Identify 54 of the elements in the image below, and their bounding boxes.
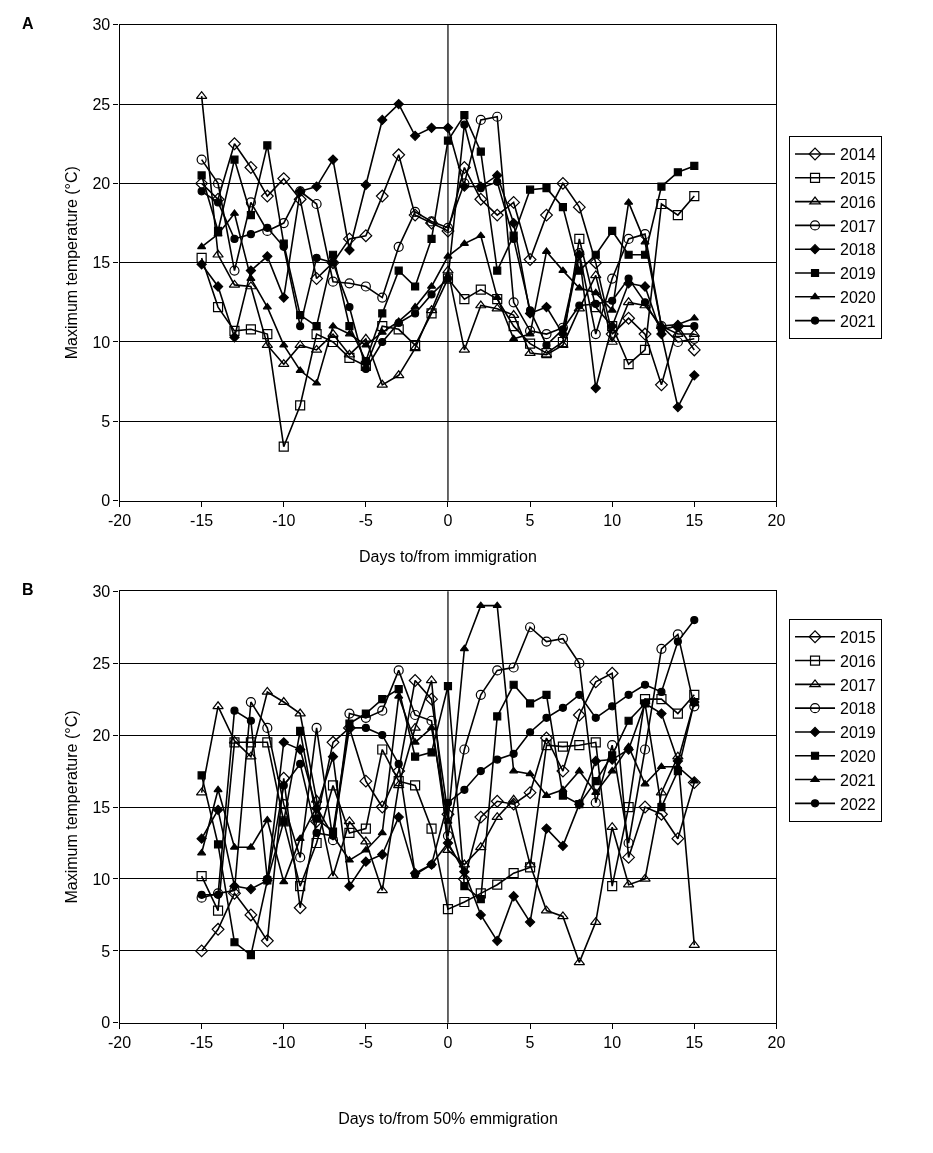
x-tick-label: -20: [107, 511, 132, 529]
x-tick-label: 10: [603, 511, 622, 529]
y-tick-label: 0: [101, 492, 111, 510]
y-tick-label: 20: [92, 726, 111, 744]
legend-label: 2019: [840, 724, 876, 742]
x-tick-label: 0: [443, 1034, 453, 1052]
legend-label: 2015: [840, 629, 876, 646]
x-tick-label: -5: [358, 511, 374, 529]
x-tick-label: 0: [443, 511, 453, 529]
x-tick-label: 5: [525, 511, 535, 529]
legend-label: 2022: [840, 795, 876, 813]
y-axis-title: Maximum temperature (°C): [63, 166, 81, 360]
legend-label: 2018: [840, 700, 876, 718]
y-tick-label: 30: [92, 16, 111, 34]
y-tick-label: 15: [92, 798, 111, 816]
x-tick-label: 15: [685, 1034, 704, 1052]
x-tick-label: -15: [190, 1034, 214, 1052]
legend-label: 2015: [840, 170, 876, 188]
x-tick-label: -5: [358, 1034, 374, 1052]
legend-label: 2021: [840, 771, 876, 789]
x-tick-label: 5: [525, 1034, 535, 1052]
y-tick-label: 0: [101, 1014, 111, 1032]
x-tick-label: 20: [767, 511, 786, 529]
legend-label: 2020: [840, 289, 876, 307]
y-tick-label: 5: [101, 412, 111, 430]
chart-title: A: [22, 15, 34, 32]
legend-label: 2016: [840, 652, 876, 670]
x-tick-label: -15: [190, 511, 214, 529]
y-tick-label: 5: [101, 942, 111, 960]
legend-label: 2016: [840, 193, 876, 211]
x-axis-title: Days to/from 50% emmigration: [338, 1109, 558, 1127]
x-axis-title: Days to/from immigration: [359, 547, 537, 565]
x-tick-label: -10: [272, 511, 296, 529]
y-tick-label: 25: [92, 95, 111, 113]
y-tick-label: 25: [92, 654, 111, 672]
x-tick-label: 15: [685, 511, 704, 529]
chart-title: B: [22, 581, 34, 598]
legend-label: 2017: [840, 676, 876, 694]
y-axis-title: Maximum temperature (°C): [63, 710, 81, 904]
x-tick-label: -20: [107, 1034, 132, 1052]
y-tick-label: 30: [92, 582, 111, 600]
x-tick-label: -10: [272, 1034, 296, 1052]
x-tick-label: 10: [603, 1034, 622, 1052]
legend-label: 2021: [840, 312, 876, 330]
y-tick-label: 20: [92, 174, 111, 192]
y-tick-label: 10: [92, 870, 111, 888]
y-tick-label: 15: [92, 254, 111, 272]
x-tick-label: 20: [767, 1034, 786, 1052]
legend-label: 2014: [840, 146, 876, 164]
legend-label: 2019: [840, 265, 876, 283]
legend-label: 2018: [840, 241, 876, 259]
legend-label: 2020: [840, 748, 876, 765]
y-tick-label: 10: [92, 333, 111, 351]
legend-label: 2017: [840, 217, 876, 235]
